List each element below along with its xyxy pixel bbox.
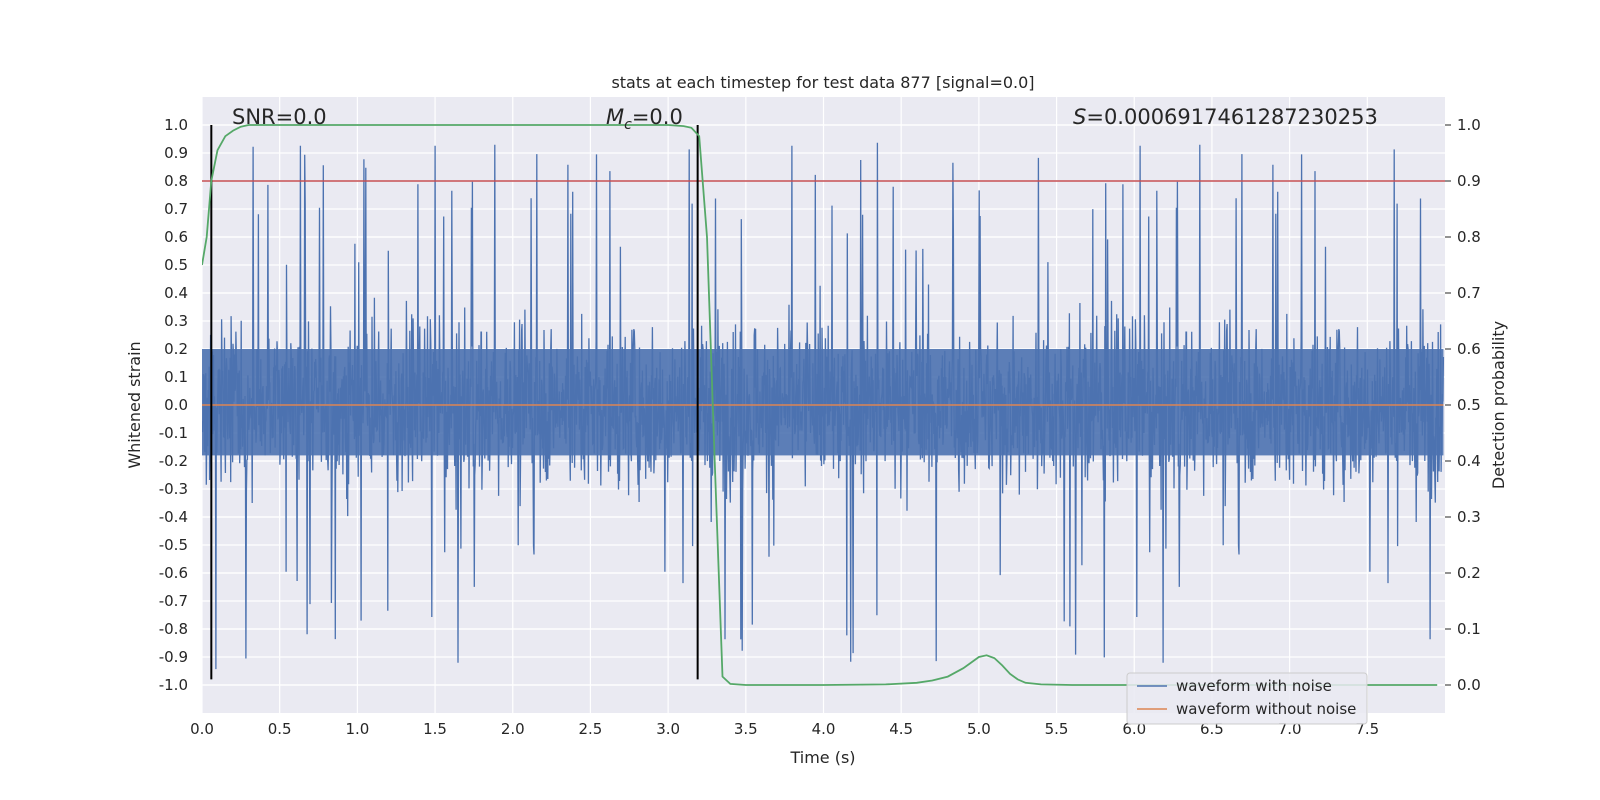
chirp-mass-subscript: c — [624, 117, 632, 133]
x-tick-label: 1.5 — [423, 720, 447, 738]
y-tick-label: -1.0 — [159, 676, 188, 694]
y-tick-label: 0.0 — [164, 396, 188, 414]
x-tick-label: 4.5 — [889, 720, 913, 738]
y2-tick-label: 0.6 — [1457, 340, 1481, 358]
chirp-mass-value: =0.0 — [632, 105, 683, 129]
y2-tick-label: 0.1 — [1457, 620, 1481, 638]
x-tick-label: 0.5 — [268, 720, 292, 738]
snr-annotation: SNR=0.0 — [232, 105, 327, 129]
y2-tick-label: 0.7 — [1457, 284, 1481, 302]
y-tick-label: 1.0 — [164, 116, 188, 134]
y-tick-label: 0.2 — [164, 340, 188, 358]
y-tick-label: -0.7 — [159, 592, 188, 610]
score-annotation: S=0.0006917461287230253 — [1073, 105, 1378, 129]
y-tick-label: 0.5 — [164, 256, 188, 274]
y-tick-label: -0.5 — [159, 536, 188, 554]
x-tick-label: 4.0 — [812, 720, 836, 738]
y-tick-label: -0.8 — [159, 620, 188, 638]
legend-label-noise: waveform with noise — [1176, 677, 1332, 695]
y-tick-label: -0.6 — [159, 564, 188, 582]
y2-tick-label: 0.0 — [1457, 676, 1481, 694]
y-tick-label: -0.3 — [159, 480, 188, 498]
x-tick-label: 1.0 — [345, 720, 369, 738]
y-tick-label: 0.4 — [164, 284, 188, 302]
y2-axis-label: Detection probability — [1489, 321, 1508, 489]
y-tick-label: -0.1 — [159, 424, 188, 442]
chirp-mass-symbol: M — [606, 105, 624, 129]
y2-tick-label: 0.9 — [1457, 172, 1481, 190]
score-symbol: S — [1073, 105, 1086, 129]
detection-probability-line — [202, 124, 1438, 686]
waveform-with-noise-band — [202, 349, 1444, 456]
y-tick-label: 0.8 — [164, 172, 188, 190]
legend: waveform with noise waveform without noi… — [1126, 672, 1368, 725]
y-tick-label: 0.7 — [164, 200, 188, 218]
x-tick-label: 2.0 — [501, 720, 525, 738]
y-tick-label: 0.1 — [164, 368, 188, 386]
x-axis-label: Time (s) — [789, 748, 855, 767]
x-tick-label: 5.0 — [967, 720, 991, 738]
y-tick-label: 0.6 — [164, 228, 188, 246]
legend-box — [1126, 672, 1368, 725]
legend-label-clean: waveform without noise — [1176, 700, 1356, 718]
y-axis-label: Whitened strain — [125, 341, 144, 468]
y-tick-label: -0.4 — [159, 508, 188, 526]
x-tick-label: 3.0 — [656, 720, 680, 738]
score-value: =0.0006917461287230253 — [1086, 105, 1378, 129]
y-tick-label: 0.9 — [164, 144, 188, 162]
y-tick-label: 0.3 — [164, 312, 188, 330]
y2-tick-label: 1.0 — [1457, 116, 1481, 134]
y-tick-label: -0.9 — [159, 648, 188, 666]
x-tick-label: 3.5 — [734, 720, 758, 738]
chirp-mass-annotation: Mc=0.0 — [606, 105, 683, 133]
x-tick-label: 2.5 — [579, 720, 603, 738]
y2-tick-label: 0.5 — [1457, 396, 1481, 414]
y2-tick-label: 0.4 — [1457, 452, 1481, 470]
y2-tick-label: 0.3 — [1457, 508, 1481, 526]
y-tick-label: -0.2 — [159, 452, 188, 470]
x-tick-label: 5.5 — [1045, 720, 1069, 738]
y2-tick-label: 0.8 — [1457, 228, 1481, 246]
x-tick-label: 0.0 — [190, 720, 214, 738]
y2-tick-label: 0.2 — [1457, 564, 1481, 582]
chart-title: stats at each timestep for test data 877… — [611, 73, 1034, 92]
